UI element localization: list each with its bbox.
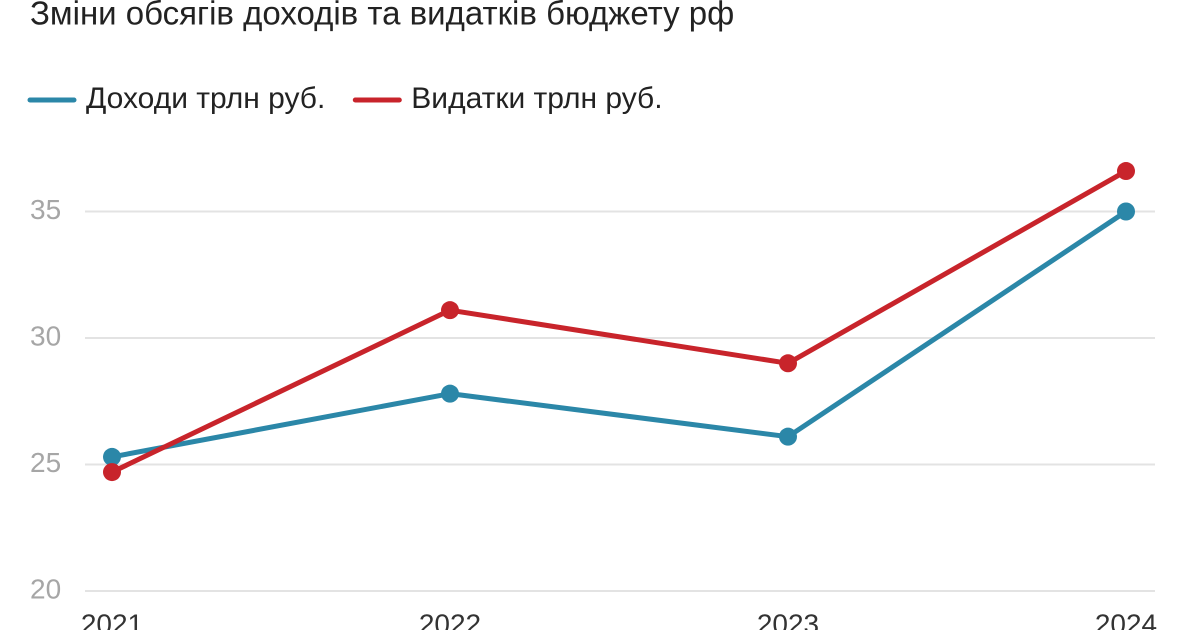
data-point bbox=[441, 301, 459, 320]
x-tick-label: 2024 bbox=[1095, 608, 1157, 630]
y-tick-label: 25 bbox=[30, 447, 61, 478]
data-point bbox=[779, 427, 797, 446]
series-line bbox=[110, 168, 1128, 475]
x-tick-label: 2021 bbox=[81, 608, 143, 630]
data-point bbox=[441, 384, 459, 403]
data-point bbox=[1117, 202, 1135, 221]
data-point bbox=[1117, 162, 1135, 181]
x-tick-label: 2022 bbox=[419, 608, 481, 630]
data-point bbox=[103, 463, 121, 482]
y-tick-label: 35 bbox=[30, 194, 61, 225]
legend-label: Видатки трлн руб. bbox=[411, 82, 662, 115]
chart-title: Зміни обсягів доходів та видатків бюджет… bbox=[30, 0, 734, 32]
y-tick-label: 30 bbox=[30, 320, 61, 351]
legend-label: Доходи трлн руб. bbox=[86, 82, 325, 115]
data-point bbox=[103, 447, 121, 466]
data-point bbox=[779, 354, 797, 373]
series-line bbox=[111, 209, 1128, 460]
x-tick-label: 2023 bbox=[757, 608, 819, 630]
y-tick-label: 20 bbox=[30, 573, 61, 604]
